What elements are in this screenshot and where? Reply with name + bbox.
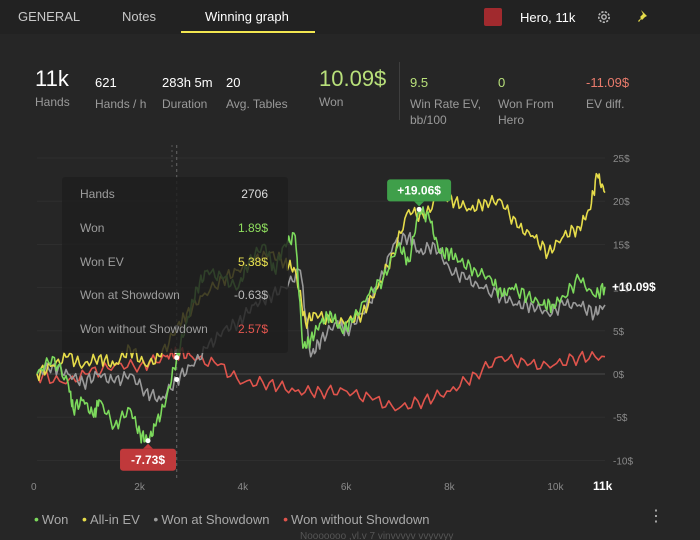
- partially-visible-row: Nooooooo ,vl.v 7 vinvvvyv vvyvvyy: [300, 531, 454, 540]
- y-tick-label: 15$: [613, 240, 630, 251]
- series-line-all-in-ev: [36, 172, 606, 382]
- tab-general[interactable]: GENERAL: [18, 9, 81, 24]
- tooltip-row-won-at-showdown: Won at Showdown -0.63$: [80, 288, 280, 302]
- annotation-max-label: +19.06$: [397, 183, 441, 197]
- y-tick-label: 25$: [613, 154, 630, 165]
- gear-icon[interactable]: [596, 9, 612, 25]
- tooltip-key: Won without Showdown: [80, 322, 208, 336]
- stat-won: 10.09$ Won: [319, 66, 386, 110]
- legend-label: Won at Showdown: [161, 512, 270, 527]
- player-selector[interactable]: Hero, 11k: [520, 10, 576, 25]
- stat-value: 283h 5m: [162, 75, 213, 90]
- legend-label: Won without Showdown: [291, 512, 430, 527]
- annotation-min-pointer: [143, 443, 154, 449]
- hover-tooltip: Hands 2706 Won 1.89$ Won EV 5.38$ Won at…: [62, 177, 288, 353]
- legend-dot: •: [82, 511, 87, 527]
- series-point: [174, 355, 180, 361]
- tooltip-key: Won at Showdown: [80, 288, 180, 302]
- chart-legend: • Won • All-in EV • Won at Showdown • Won wi…: [34, 511, 440, 527]
- stat-label: Won From Hero: [498, 97, 554, 127]
- legend-label: All-in EV: [89, 512, 140, 527]
- stat-value: 11k: [35, 66, 69, 91]
- legend-dot: •: [153, 511, 159, 527]
- pin-icon[interactable]: [636, 9, 650, 25]
- legend-item-won-at-showdown[interactable]: • Won at Showdown: [153, 511, 270, 527]
- x-tick-label: 10k: [547, 482, 564, 493]
- stat-avg-tables: 20 Avg. Tables: [226, 75, 288, 112]
- tooltip-value: 2706: [241, 187, 268, 201]
- tooltip-key: Won EV: [80, 255, 124, 269]
- stat-label: Hands: [35, 95, 70, 109]
- tab-winning-graph[interactable]: Winning graph: [205, 9, 289, 24]
- stat-hands: 11k Hands: [35, 66, 70, 110]
- stat-duration: 283h 5m Duration: [162, 75, 213, 112]
- tooltip-row-won-ev: Won EV 5.38$: [80, 255, 280, 269]
- stat-win-rate-ev: 9.5 Win Rate EV, bb/100: [410, 75, 490, 128]
- stat-label: Won: [319, 95, 344, 109]
- stat-value: 0: [498, 75, 506, 90]
- stat-value: 621: [95, 75, 117, 90]
- tooltip-key: Won: [80, 221, 105, 235]
- tooltip-value: -0.63$: [233, 288, 268, 302]
- series-line-won: [36, 206, 606, 444]
- series-line-won-at-showdown: [36, 231, 606, 403]
- annotation-max-point: [416, 206, 422, 212]
- tooltip-row-won: Won 1.89$: [80, 221, 280, 235]
- x-tick-label: 4k: [238, 482, 250, 493]
- legend-dot: •: [34, 511, 39, 527]
- stat-value: 20: [226, 75, 241, 90]
- annotation-min-label: -7.73$: [131, 453, 165, 467]
- tooltip-key: Hands: [80, 187, 115, 201]
- stat-value: 10.09$: [319, 66, 387, 91]
- active-tab-indicator: [181, 31, 315, 33]
- x-tick-label: 6k: [341, 482, 353, 493]
- y-tick-label: 10$: [613, 284, 630, 295]
- y-tick-label: 0$: [613, 370, 625, 381]
- y-tick-label: -5$: [613, 413, 628, 424]
- stat-label: Hands / h: [95, 97, 147, 111]
- more-options-icon[interactable]: ⋮: [648, 508, 664, 525]
- x-tick-label: 8k: [444, 482, 456, 493]
- tooltip-value: 1.89$: [237, 221, 268, 235]
- tooltip-row-hands: Hands 2706: [80, 187, 280, 201]
- tooltip-value: 5.38$: [237, 255, 268, 269]
- annotation-max-badge: [387, 179, 452, 202]
- tooltip-value: 2.57$: [237, 322, 268, 336]
- x-tick-label: 0: [31, 482, 37, 493]
- tab-notes[interactable]: Notes: [122, 9, 156, 24]
- legend-dot: •: [283, 511, 289, 527]
- legend-label: Won: [41, 512, 69, 527]
- legend-item-won-without-showdown[interactable]: • Won without Showdown: [283, 511, 430, 527]
- annotation-max-pointer: [414, 201, 425, 207]
- series-line-won-without-showdown: [36, 346, 606, 412]
- legend-item-all-in-ev[interactable]: • All-in EV: [82, 511, 140, 527]
- stats-divider: [399, 62, 400, 120]
- player-color-swatch[interactable]: [484, 8, 502, 26]
- stat-label: Duration: [162, 97, 208, 111]
- y-tick-label: -10$: [613, 456, 633, 467]
- y-tick-label: 5$: [613, 327, 625, 338]
- annotation-min-point: [145, 438, 151, 444]
- x-tick-label: 2k: [134, 482, 146, 493]
- winning-graph-chart[interactable]: 25$ 20$ 15$ 10$ 5$ 0$ -5$ -10$ 0 2k 4k 6k 8k 10k 11k +1…: [0, 140, 700, 500]
- series-point: [174, 376, 180, 382]
- tab-bar: GENERAL Notes Winning graph Hero, 11k: [0, 0, 700, 34]
- stat-label: EV diff.: [586, 97, 625, 111]
- y-tick-label: 20$: [613, 197, 630, 208]
- stat-label: Win Rate EV, bb/100: [410, 97, 481, 127]
- stat-value: -11.09$: [586, 75, 630, 90]
- stat-ev-diff: -11.09$ EV diff.: [586, 75, 629, 112]
- stat-value: 9.5: [410, 75, 429, 90]
- stat-won-from-hero: 0 Won From Hero: [498, 75, 568, 128]
- annotation-current-label: +10.09$: [612, 280, 656, 294]
- stat-label: Avg. Tables: [226, 97, 288, 111]
- legend-item-won[interactable]: • Won: [34, 511, 69, 527]
- stat-hands-per-hour: 621 Hands / h: [95, 75, 146, 112]
- annotation-min-badge: [120, 448, 177, 471]
- x-tick-label: 11k: [593, 479, 613, 493]
- tooltip-row-won-without-showdown: Won without Showdown 2.57$: [80, 322, 280, 336]
